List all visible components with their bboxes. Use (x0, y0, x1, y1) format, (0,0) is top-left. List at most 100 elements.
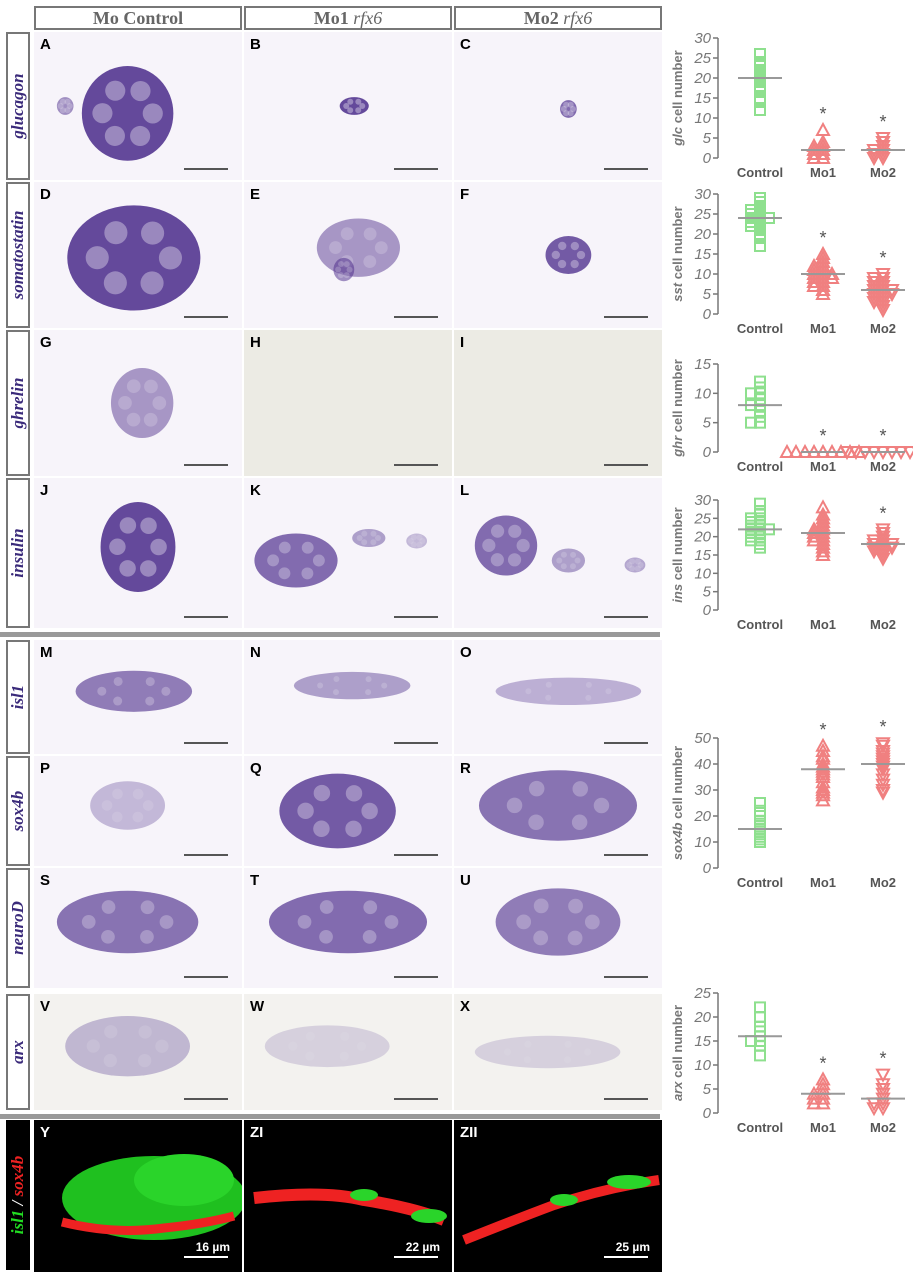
y-tick-label: 20 (693, 226, 711, 243)
cell-nucleus (97, 686, 107, 696)
row-label-insulin: insulin (6, 478, 30, 628)
y-tick-label: 5 (703, 584, 712, 601)
cell-nucleus (126, 379, 141, 394)
cell-nucleus (130, 125, 151, 147)
cell-nucleus (637, 562, 644, 568)
cell-nucleus (343, 261, 350, 268)
micrograph-panel-h: H (244, 330, 452, 476)
cell-nucleus (370, 539, 377, 546)
significance-marker: * (819, 720, 826, 740)
cell-nucleus (506, 797, 523, 814)
stained-cells (268, 890, 428, 954)
y-axis-label-gene: ghr (670, 435, 685, 458)
cell-nucleus (319, 929, 333, 944)
cell-nucleus (416, 541, 423, 548)
y-tick-label: 10 (694, 385, 711, 402)
panel-letter: T (250, 872, 260, 889)
significance-marker: * (879, 112, 886, 132)
x-tick-label: Mo1 (810, 459, 836, 474)
stain-image (474, 1035, 621, 1069)
cell-nucleus (144, 379, 158, 394)
cell-nucleus (634, 565, 641, 572)
cell-nucleus (104, 125, 125, 146)
cell-nucleus (584, 1048, 592, 1056)
row-label-somatostatin: somatostatin (6, 182, 30, 328)
scale-bar (184, 1098, 228, 1100)
data-point (754, 497, 766, 510)
data-point (875, 784, 891, 799)
data-point (754, 232, 766, 244)
cell-nucleus (490, 553, 504, 567)
cell-nucleus (297, 802, 314, 820)
y-tick-label: 20 (693, 70, 711, 87)
data-point (806, 532, 822, 547)
cell-nucleus (59, 98, 66, 105)
y-axis-label: ins cell number (670, 507, 685, 602)
y-axis-label-gene: glc (670, 126, 685, 147)
cell-nucleus (516, 538, 530, 553)
panel-letter: S (40, 872, 51, 889)
data-point (754, 836, 766, 848)
x-tick-label: Control (737, 1120, 783, 1135)
cell-nucleus (568, 898, 583, 914)
panel-letter: L (460, 482, 470, 499)
cell-nucleus (516, 914, 532, 930)
cell-nucleus (338, 261, 345, 268)
chart-somatostatin: 0 5 10 15 20 25 30 sst cell number Control Mo1 Mo2… (670, 186, 905, 336)
y-tick-label: 10 (694, 110, 711, 127)
cell-nucleus (142, 103, 163, 124)
micrograph-panel-m: M (34, 640, 242, 754)
scale-bar (394, 1256, 438, 1258)
micrograph-panel-t: T (244, 868, 452, 988)
cell-nucleus (551, 250, 560, 260)
stained-cells (624, 557, 646, 573)
cell-nucleus (482, 538, 496, 552)
cell-nucleus (105, 80, 126, 101)
cell-nucleus (340, 227, 354, 241)
stained-cells (406, 533, 428, 549)
cell-nucleus (634, 558, 641, 565)
cell-nucleus (130, 80, 151, 102)
y-axis-label-gene: ins (670, 584, 685, 603)
panel-letter: N (250, 644, 261, 661)
data-point (815, 1095, 831, 1110)
cell-nucleus (361, 530, 368, 537)
stain-image (75, 670, 193, 712)
y-tick-label: 30 (694, 30, 711, 47)
data-point (875, 1068, 891, 1083)
y-tick-label: 25 (693, 206, 711, 223)
cell-nucleus (507, 553, 522, 567)
cell-nucleus (57, 102, 64, 109)
y-tick-label: 20 (693, 529, 711, 546)
stain-image (560, 100, 577, 118)
scale-bar (604, 316, 648, 318)
cell-nucleus (317, 682, 324, 689)
y-tick-label: 40 (694, 756, 711, 773)
y-tick-label: 0 (703, 602, 712, 619)
cell-nucleus (101, 929, 115, 944)
cell-nucleus (523, 1056, 531, 1064)
scale-bar (394, 464, 438, 466)
stain-image (67, 205, 201, 311)
cell-nucleus (410, 534, 417, 541)
data-point (815, 546, 831, 561)
panel-letter: B (250, 36, 261, 53)
stain-image (254, 529, 428, 588)
x-tick-label: Control (737, 459, 783, 474)
cell-nucleus (143, 412, 158, 427)
cell-nucleus (374, 535, 381, 541)
row-label-glucagon: glucagon (6, 32, 30, 180)
cell-nucleus (85, 246, 109, 270)
significance-marker: * (879, 503, 886, 523)
y-axis-label-text: cell number (670, 206, 685, 283)
cell-nucleus (64, 107, 71, 114)
y-tick-label: 0 (703, 1105, 712, 1122)
y-tick-label: 0 (703, 150, 712, 167)
stain-image (100, 502, 176, 592)
cell-nucleus (528, 814, 544, 830)
data-point (875, 136, 891, 151)
cell-nucleus (101, 800, 113, 811)
stained-cells (65, 1016, 190, 1077)
fluor-image (60, 1154, 242, 1240)
stain-image (279, 773, 396, 849)
